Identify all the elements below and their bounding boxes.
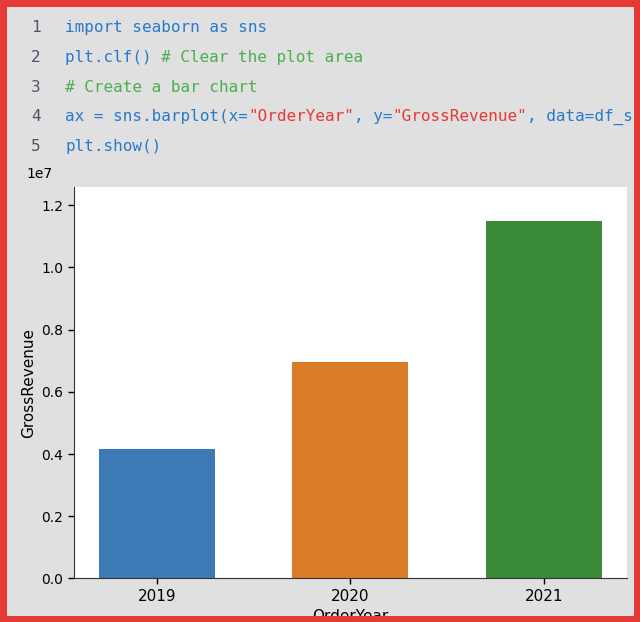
Text: , y=: , y= xyxy=(354,109,392,124)
Text: 3: 3 xyxy=(31,80,41,95)
Text: 1: 1 xyxy=(31,20,41,35)
Bar xyxy=(292,362,408,578)
Text: 4: 4 xyxy=(31,109,41,124)
Text: # Create a bar chart: # Create a bar chart xyxy=(65,80,257,95)
Text: "OrderYear": "OrderYear" xyxy=(248,109,354,124)
Text: , data=df_sales): , data=df_sales) xyxy=(527,109,640,125)
X-axis label: OrderYear: OrderYear xyxy=(312,610,388,622)
Text: 5: 5 xyxy=(31,139,41,154)
Text: 1e7: 1e7 xyxy=(26,167,52,181)
Text: import seaborn as sns: import seaborn as sns xyxy=(65,20,267,35)
Text: 2: 2 xyxy=(31,50,41,65)
Bar xyxy=(99,449,215,578)
Text: plt.clf(): plt.clf() xyxy=(65,50,161,65)
Bar xyxy=(486,221,602,578)
Y-axis label: GrossRevenue: GrossRevenue xyxy=(20,328,36,437)
Text: # Clear the plot area: # Clear the plot area xyxy=(161,50,364,65)
Text: "GrossRevenue": "GrossRevenue" xyxy=(392,109,527,124)
Text: plt.show(): plt.show() xyxy=(65,139,161,154)
Text: ax = sns.barplot(x=: ax = sns.barplot(x= xyxy=(65,109,248,124)
